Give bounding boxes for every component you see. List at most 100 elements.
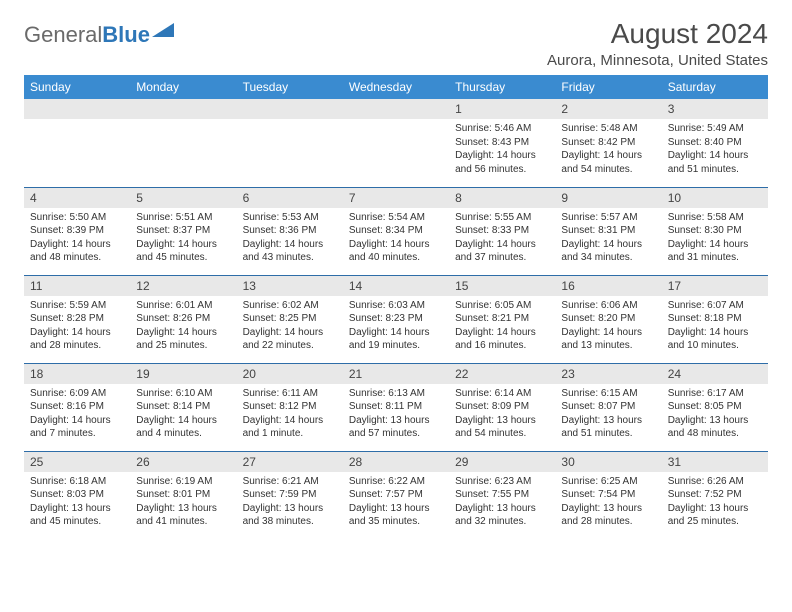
day-body: Sunrise: 6:13 AMSunset: 8:11 PMDaylight:…	[343, 384, 449, 445]
day-number: 29	[449, 452, 555, 472]
sunset-text: Sunset: 8:01 PM	[136, 488, 230, 502]
day-body: Sunrise: 6:19 AMSunset: 8:01 PMDaylight:…	[130, 472, 236, 533]
sunrise-text: Sunrise: 5:59 AM	[30, 299, 124, 313]
calendar-cell: 20Sunrise: 6:11 AMSunset: 8:12 PMDayligh…	[237, 363, 343, 451]
title-month: August 2024	[547, 18, 768, 50]
sunset-text: Sunset: 7:55 PM	[455, 488, 549, 502]
calendar-cell: 6Sunrise: 5:53 AMSunset: 8:36 PMDaylight…	[237, 187, 343, 275]
weekday-header: Tuesday	[237, 75, 343, 99]
daylight-text: Daylight: 14 hours and 37 minutes.	[455, 238, 549, 265]
sunset-text: Sunset: 8:28 PM	[30, 312, 124, 326]
day-body: Sunrise: 6:25 AMSunset: 7:54 PMDaylight:…	[555, 472, 661, 533]
calendar-row: 25Sunrise: 6:18 AMSunset: 8:03 PMDayligh…	[24, 451, 768, 539]
calendar-cell: 26Sunrise: 6:19 AMSunset: 8:01 PMDayligh…	[130, 451, 236, 539]
day-number: 2	[555, 99, 661, 119]
sunset-text: Sunset: 8:37 PM	[136, 224, 230, 238]
calendar-table: Sunday Monday Tuesday Wednesday Thursday…	[24, 75, 768, 539]
day-number: 5	[130, 188, 236, 208]
day-number: 4	[24, 188, 130, 208]
day-body: Sunrise: 5:50 AMSunset: 8:39 PMDaylight:…	[24, 208, 130, 269]
day-number: 9	[555, 188, 661, 208]
day-number: 26	[130, 452, 236, 472]
calendar-cell: 5Sunrise: 5:51 AMSunset: 8:37 PMDaylight…	[130, 187, 236, 275]
day-number: 20	[237, 364, 343, 384]
daylight-text: Daylight: 13 hours and 41 minutes.	[136, 502, 230, 529]
daylight-text: Daylight: 14 hours and 28 minutes.	[30, 326, 124, 353]
daylight-text: Daylight: 13 hours and 57 minutes.	[349, 414, 443, 441]
sunset-text: Sunset: 8:36 PM	[243, 224, 337, 238]
calendar-cell: 29 Sunrise: 6:23 AMSunset: 7:55 PMDayligh…	[449, 451, 555, 539]
brand-triangle-icon	[152, 17, 174, 43]
daylight-text: Daylight: 13 hours and 25 minutes.	[668, 502, 762, 529]
sunset-text: Sunset: 8:25 PM	[243, 312, 337, 326]
day-body: Sunrise: 5:55 AMSunset: 8:33 PMDaylight:…	[449, 208, 555, 269]
calendar-cell: 11Sunrise: 5:59 AMSunset: 8:28 PMDayligh…	[24, 275, 130, 363]
weekday-header: Monday	[130, 75, 236, 99]
calendar-cell: 13Sunrise: 6:02 AMSunset: 8:25 PMDayligh…	[237, 275, 343, 363]
calendar-cell	[24, 99, 130, 187]
calendar-cell: 3Sunrise: 5:49 AMSunset: 8:40 PMDaylight…	[662, 99, 768, 187]
calendar-cell: 4Sunrise: 5:50 AMSunset: 8:39 PMDaylight…	[24, 187, 130, 275]
calendar-cell: 9Sunrise: 5:57 AMSunset: 8:31 PMDaylight…	[555, 187, 661, 275]
calendar-row: 1Sunrise: 5:46 AMSunset: 8:43 PMDaylight…	[24, 99, 768, 187]
sunset-text: Sunset: 8:14 PM	[136, 400, 230, 414]
day-body: Sunrise: 6:17 AMSunset: 8:05 PMDaylight:…	[662, 384, 768, 445]
day-body: Sunrise: 6:21 AMSunset: 7:59 PMDaylight:…	[237, 472, 343, 533]
day-body: Sunrise: 6:14 AMSunset: 8:09 PMDaylight:…	[449, 384, 555, 445]
daylight-text: Daylight: 13 hours and 32 minutes.	[455, 502, 549, 529]
sunset-text: Sunset: 8:11 PM	[349, 400, 443, 414]
sunrise-text: Sunrise: 5:55 AM	[455, 211, 549, 225]
calendar-cell: 12Sunrise: 6:01 AMSunset: 8:26 PMDayligh…	[130, 275, 236, 363]
sunset-text: Sunset: 8:20 PM	[561, 312, 655, 326]
sunrise-text: Sunrise: 6:11 AM	[243, 387, 337, 401]
sunset-text: Sunset: 8:42 PM	[561, 136, 655, 150]
day-number: 19	[130, 364, 236, 384]
daylight-text: Daylight: 14 hours and 40 minutes.	[349, 238, 443, 265]
calendar-cell: 7Sunrise: 5:54 AMSunset: 8:34 PMDaylight…	[343, 187, 449, 275]
day-number: 25	[24, 452, 130, 472]
daylight-text: Daylight: 14 hours and 51 minutes.	[668, 149, 762, 176]
weekday-header: Sunday	[24, 75, 130, 99]
calendar-cell	[130, 99, 236, 187]
day-number: 8	[449, 188, 555, 208]
calendar-cell: 10Sunrise: 5:58 AMSunset: 8:30 PMDayligh…	[662, 187, 768, 275]
page-header: GeneralBlue August 2024 Aurora, Minnesot…	[24, 18, 768, 69]
sunset-text: Sunset: 8:05 PM	[668, 400, 762, 414]
calendar-cell: 21Sunrise: 6:13 AMSunset: 8:11 PMDayligh…	[343, 363, 449, 451]
weekday-header: Wednesday	[343, 75, 449, 99]
sunset-text: Sunset: 8:21 PM	[455, 312, 549, 326]
day-body: Sunrise: 6:09 AMSunset: 8:16 PMDaylight:…	[24, 384, 130, 445]
daylight-text: Daylight: 14 hours and 19 minutes.	[349, 326, 443, 353]
sunrise-text: Sunrise: 6:26 AM	[668, 475, 762, 489]
sunrise-text: Sunrise: 6:03 AM	[349, 299, 443, 313]
daylight-text: Daylight: 14 hours and 31 minutes.	[668, 238, 762, 265]
daylight-text: Daylight: 14 hours and 7 minutes.	[30, 414, 124, 441]
brand-part2: Blue	[102, 22, 150, 48]
sunrise-text: Sunrise: 6:02 AM	[243, 299, 337, 313]
sunset-text: Sunset: 7:52 PM	[668, 488, 762, 502]
day-number	[237, 99, 343, 119]
calendar-row: 11Sunrise: 5:59 AMSunset: 8:28 PMDayligh…	[24, 275, 768, 363]
day-number: 31	[662, 452, 768, 472]
sunrise-text: Sunrise: 6:06 AM	[561, 299, 655, 313]
day-number: 23	[555, 364, 661, 384]
calendar-body: 1Sunrise: 5:46 AMSunset: 8:43 PMDaylight…	[24, 99, 768, 539]
calendar-cell: 28Sunrise: 6:22 AMSunset: 7:57 PMDayligh…	[343, 451, 449, 539]
sunrise-text: Sunrise: 5:57 AM	[561, 211, 655, 225]
daylight-text: Daylight: 14 hours and 1 minute.	[243, 414, 337, 441]
day-body: Sunrise: 5:46 AMSunset: 8:43 PMDaylight:…	[449, 119, 555, 180]
sunrise-text: Sunrise: 6:23 AM	[455, 475, 549, 489]
sunset-text: Sunset: 8:40 PM	[668, 136, 762, 150]
day-body: Sunrise: 6:05 AMSunset: 8:21 PMDaylight:…	[449, 296, 555, 357]
sunset-text: Sunset: 8:34 PM	[349, 224, 443, 238]
calendar-cell: 15Sunrise: 6:05 AMSunset: 8:21 PMDayligh…	[449, 275, 555, 363]
sunset-text: Sunset: 7:59 PM	[243, 488, 337, 502]
sunrise-text: Sunrise: 5:46 AM	[455, 122, 549, 136]
daylight-text: Daylight: 13 hours and 38 minutes.	[243, 502, 337, 529]
sunrise-text: Sunrise: 5:51 AM	[136, 211, 230, 225]
daylight-text: Daylight: 14 hours and 34 minutes.	[561, 238, 655, 265]
weekday-header: Thursday	[449, 75, 555, 99]
day-number	[130, 99, 236, 119]
day-number	[343, 99, 449, 119]
calendar-head: Sunday Monday Tuesday Wednesday Thursday…	[24, 75, 768, 99]
